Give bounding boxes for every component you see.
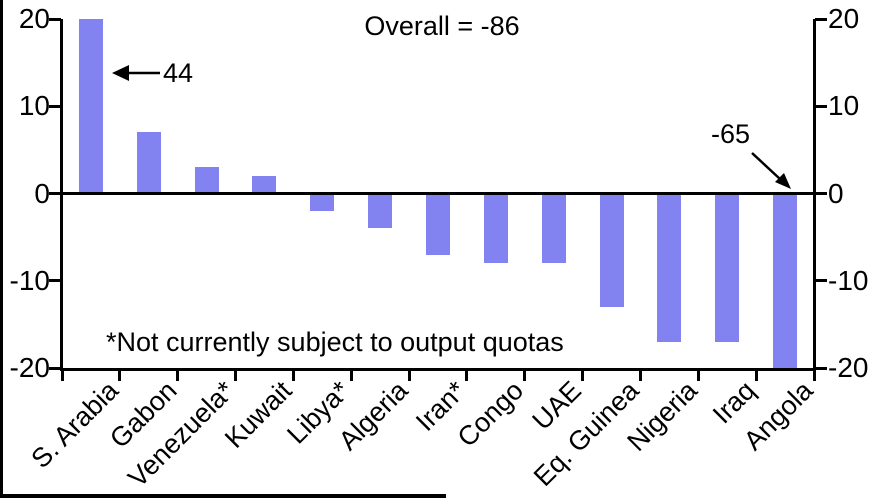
x-tick <box>638 370 642 381</box>
saudi-arabia-actual-value-annotation: 44 <box>163 58 194 88</box>
y-tick-label-left: -20 <box>9 352 50 383</box>
arrow-down-right-icon <box>751 152 791 189</box>
bar-gabon <box>136 132 161 194</box>
y-tick-label-right: -10 <box>828 264 869 296</box>
page-border-bottom <box>0 494 446 498</box>
zero-line <box>62 192 814 195</box>
category-label-congo: Congo <box>451 375 530 453</box>
bar-kuwait <box>252 176 277 194</box>
y-tick-label-right: -20 <box>828 352 869 383</box>
x-tick <box>754 370 758 381</box>
x-tick <box>176 370 180 381</box>
y-tick-label-right: 0 <box>828 177 844 209</box>
x-tick <box>349 370 353 381</box>
y-tick-right <box>815 192 827 195</box>
y-tick-label-left: 0 <box>34 177 50 209</box>
overall-total-annotation: Overall = -86 <box>364 11 520 41</box>
y-tick-label-left: 10 <box>18 90 50 122</box>
angola-actual-value-annotation: -65 <box>711 119 751 149</box>
bar-eq-guinea <box>599 193 624 307</box>
bar-nigeria <box>657 193 682 342</box>
bar-angola <box>773 193 798 368</box>
quota-footnote: *Not currently subject to output quotas <box>106 327 564 357</box>
bar-libya <box>310 193 335 211</box>
x-tick <box>407 370 411 381</box>
y-tick-label-left: 20 <box>18 3 50 34</box>
y-axis-left <box>60 19 63 371</box>
y-tick-right <box>815 279 827 283</box>
x-tick <box>118 370 122 381</box>
y-tick-right <box>815 104 827 108</box>
y-tick-left <box>49 17 61 21</box>
x-tick <box>465 370 469 381</box>
bar-venezuela <box>194 167 219 194</box>
bar-algeria <box>368 193 393 229</box>
arrow-left-icon <box>112 65 160 81</box>
x-tick <box>696 370 700 381</box>
bar-iraq <box>715 193 740 342</box>
bar-s-arabia <box>78 19 103 194</box>
bar-congo <box>483 193 508 264</box>
page-border-left <box>0 0 3 498</box>
y-tick-left <box>49 192 61 195</box>
x-tick <box>60 370 64 381</box>
y-tick-left <box>49 366 61 370</box>
y-axis-right <box>813 19 816 371</box>
x-tick <box>291 370 295 381</box>
y-tick-left <box>49 104 61 108</box>
x-tick <box>581 370 585 381</box>
x-tick <box>812 370 816 381</box>
y-tick-left <box>49 279 61 283</box>
x-tick <box>523 370 527 381</box>
bar-iran <box>426 193 450 255</box>
y-tick-label-right: 20 <box>828 3 860 34</box>
y-tick-label-right: 10 <box>828 90 860 122</box>
bar-uae <box>541 193 566 264</box>
y-tick-right <box>815 17 827 21</box>
y-tick-label-left: -10 <box>9 264 50 296</box>
y-tick-right <box>815 366 827 370</box>
x-axis-baseline <box>60 368 816 371</box>
x-tick <box>234 370 238 381</box>
category-label-s-arabia: S. Arabia <box>25 375 125 474</box>
